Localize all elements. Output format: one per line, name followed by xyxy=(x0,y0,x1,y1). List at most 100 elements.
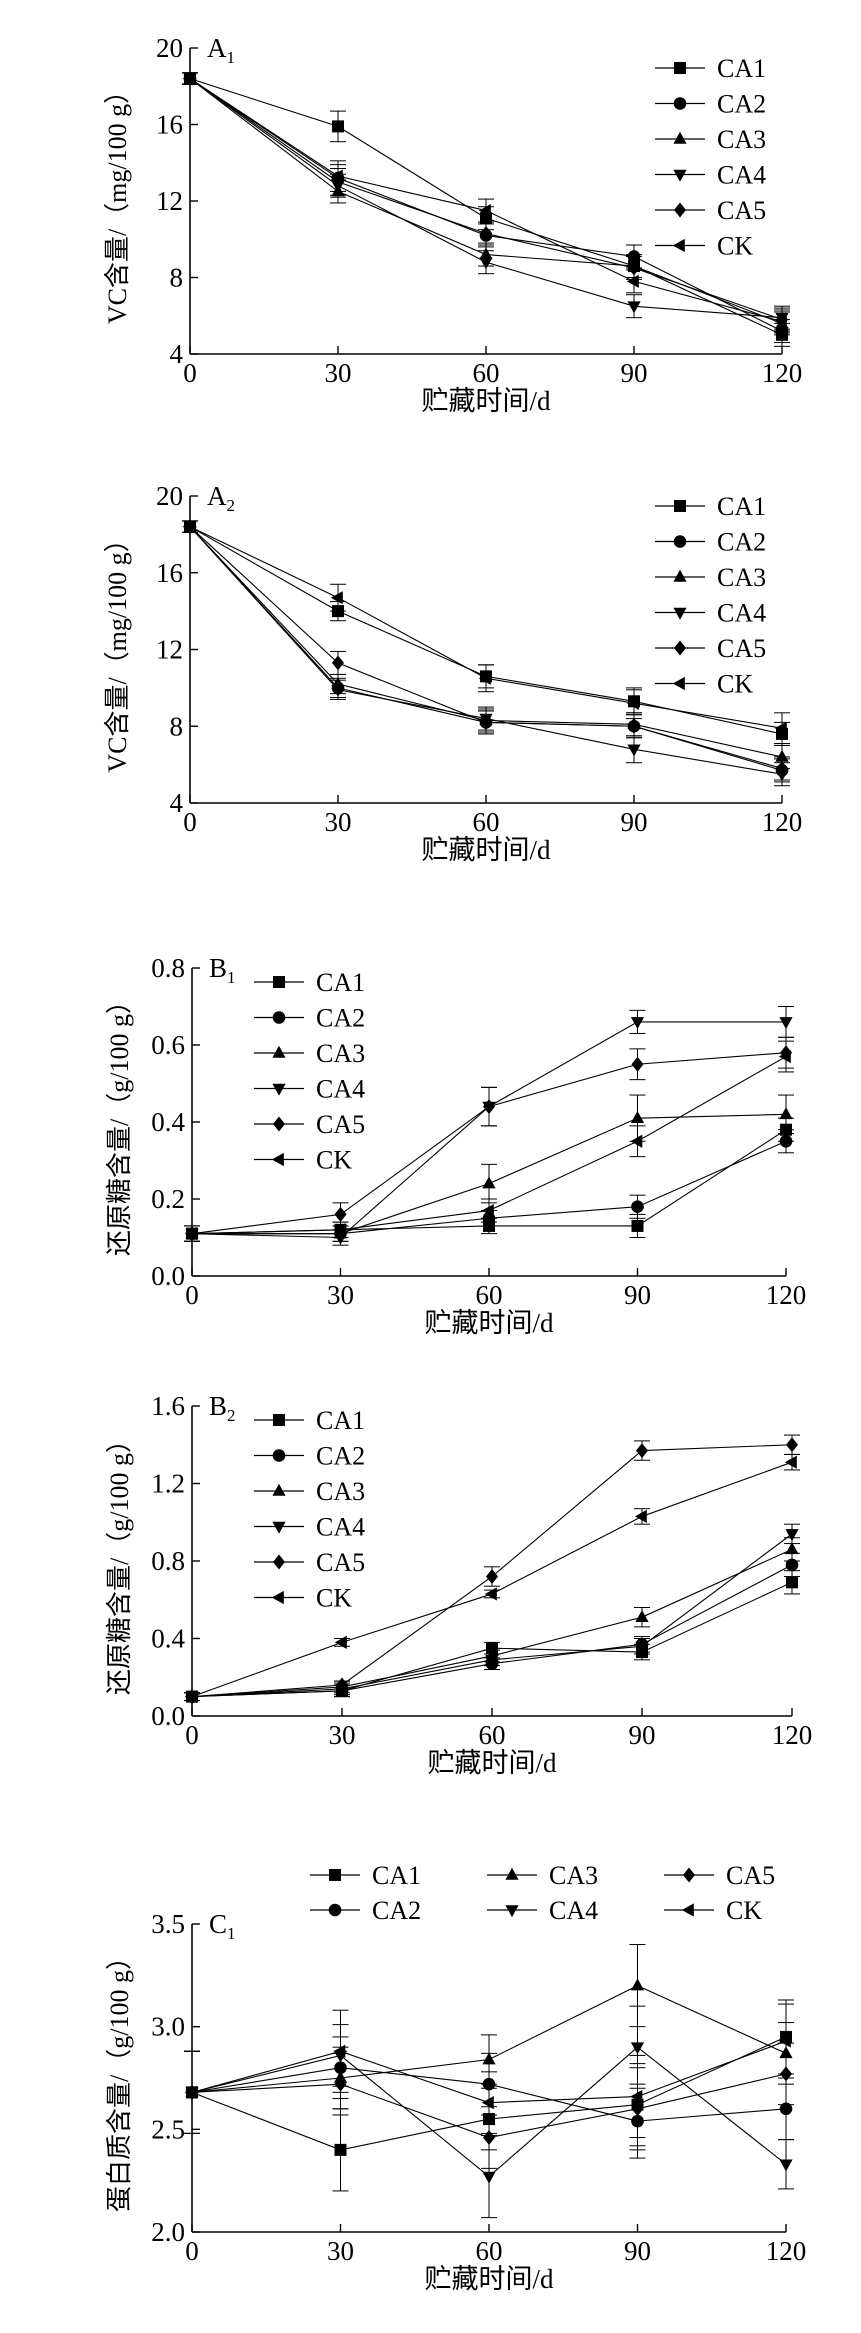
legend-marker xyxy=(271,1152,284,1167)
chart-panel-b1: 0.0 0.2 0.4 0.6 0.8 0 30 60 90 120 贮藏时间/d 还原糖含量/（g/… xyxy=(105,953,806,1338)
data-point xyxy=(779,1134,793,1148)
legend-label: CK xyxy=(717,232,753,261)
y-tick-label: 2.5 xyxy=(151,2114,185,2144)
series-ca5 xyxy=(182,519,790,781)
legend-marker xyxy=(273,1554,285,1570)
legend-item-ca2: CA2 xyxy=(655,90,766,119)
legend-marker xyxy=(673,607,687,620)
y-tick-label: 1.6 xyxy=(151,1391,185,1421)
legend-item-ca3: CA3 xyxy=(254,1039,365,1068)
legend-item-ck: CK xyxy=(664,1896,762,1925)
x-tick-label: 30 xyxy=(327,2236,354,2266)
legend-item-ca2: CA2 xyxy=(254,1004,365,1033)
y-tick-label: 3.5 xyxy=(151,1909,185,1939)
chart-panel-a1: 4 8 12 16 20 0 30 60 90 120 贮藏时间/d VC含量/（mg/100 g） A… xyxy=(103,33,802,416)
data-point xyxy=(775,749,789,762)
panel-label: A2 xyxy=(207,481,235,515)
data-point xyxy=(631,1219,644,1232)
data-point xyxy=(182,72,195,86)
data-point xyxy=(779,2102,793,2116)
data-point xyxy=(184,2085,197,2099)
data-point xyxy=(631,1200,644,1213)
x-tick-label: 120 xyxy=(762,358,803,388)
data-point xyxy=(478,203,491,218)
legend-marker xyxy=(673,97,687,110)
legend-item-ca1: CA1 xyxy=(655,492,766,521)
legend-item-ca5: CA5 xyxy=(655,196,766,225)
y-axis-title: VC含量/（mg/100 g） xyxy=(103,78,132,324)
legend-item-ca4: CA4 xyxy=(254,1075,365,1104)
data-point xyxy=(330,169,343,183)
y-tick-label: 0.0 xyxy=(151,1261,185,1291)
legend-item-ck: CK xyxy=(254,1146,352,1175)
data-point xyxy=(481,1203,494,1218)
legend-item-ca3: CA3 xyxy=(487,1861,598,1890)
x-tick-label: 30 xyxy=(329,1720,356,1750)
legend-label: CK xyxy=(717,670,753,699)
legend-label: CA1 xyxy=(316,968,365,997)
legend: CA1 CA2 CA3 CA4 CA5 CK xyxy=(254,1406,365,1613)
y-tick-label: 16 xyxy=(156,558,183,588)
panel-label: A1 xyxy=(207,33,235,67)
legend-label: CA4 xyxy=(549,1896,598,1925)
y-axis-title: 还原糖含量/（g/100 g） xyxy=(105,1427,134,1695)
legend-item-ca1: CA1 xyxy=(254,1406,365,1435)
legend-marker xyxy=(272,1045,286,1058)
legend-marker xyxy=(674,640,686,656)
data-point xyxy=(479,257,493,270)
legend-item-ca1: CA1 xyxy=(310,1861,421,1890)
x-tick-label: 60 xyxy=(476,2236,503,2266)
legend-label: CA4 xyxy=(717,599,766,628)
y-tick-label: 4 xyxy=(170,788,184,818)
data-point xyxy=(334,1206,347,1222)
legend-label: CA4 xyxy=(316,1513,365,1542)
panel-label: B1 xyxy=(209,953,236,987)
legend-marker xyxy=(505,1867,519,1880)
x-axis-title: 贮藏时间/d xyxy=(427,1748,557,1778)
data-point xyxy=(331,684,345,697)
data-point xyxy=(482,2052,496,2065)
x-tick-label: 0 xyxy=(185,1720,199,1750)
series-line xyxy=(189,78,783,319)
legend-marker xyxy=(673,169,687,182)
legend-item-ca5: CA5 xyxy=(254,1548,365,1577)
data-point xyxy=(182,520,195,534)
legend-label: CA1 xyxy=(372,1861,421,1890)
legend-item-ck: CK xyxy=(655,670,753,699)
data-point xyxy=(636,1443,648,1459)
data-point xyxy=(634,1509,647,1524)
x-tick-label: 0 xyxy=(183,807,197,837)
legend-label: CK xyxy=(316,1146,352,1175)
y-tick-label: 8 xyxy=(170,711,184,741)
data-point xyxy=(630,1978,645,1991)
legend-item-ca1: CA1 xyxy=(254,968,365,997)
chart-panel-c1: 2.0 2.5 3.0 3.5 0 30 60 90 120 贮藏时间/d 蛋白质含量/（g/100… xyxy=(105,1861,806,2294)
y-tick-label: 4 xyxy=(170,339,184,369)
x-tick-label: 120 xyxy=(772,1720,813,1750)
data-point xyxy=(785,1542,799,1555)
legend-label: CA2 xyxy=(372,1896,421,1925)
data-point xyxy=(478,671,491,685)
y-tick-label: 0.6 xyxy=(151,1030,185,1060)
x-tick-label: 90 xyxy=(624,1280,651,1310)
legend-marker xyxy=(328,1903,342,1917)
series-ck xyxy=(184,1453,800,1704)
legend-item-ca4: CA4 xyxy=(254,1513,365,1542)
panel-label: B2 xyxy=(209,1391,236,1425)
data-point xyxy=(333,1223,346,1237)
x-tick-label: 0 xyxy=(183,358,197,388)
y-tick-label: 20 xyxy=(156,481,183,511)
legend-label: CA5 xyxy=(717,196,766,225)
legend-label: CK xyxy=(726,1896,762,1925)
y-tick-label: 0.8 xyxy=(151,953,185,983)
chart-panel-b2: 0.0 0.4 0.8 1.2 1.6 0 30 60 90 120 贮藏时间/d 还原糖含量/（g/… xyxy=(105,1391,812,1778)
y-tick-label: 20 xyxy=(156,33,183,63)
legend-marker xyxy=(273,1414,285,1426)
legend-marker xyxy=(272,1083,286,1096)
data-point xyxy=(779,1107,793,1120)
legend-item-ck: CK xyxy=(655,232,753,261)
legend: CA1 CA2 CA3 CA4 CA5 CK xyxy=(254,968,365,1175)
x-tick-label: 30 xyxy=(325,807,352,837)
legend-marker xyxy=(673,535,687,548)
